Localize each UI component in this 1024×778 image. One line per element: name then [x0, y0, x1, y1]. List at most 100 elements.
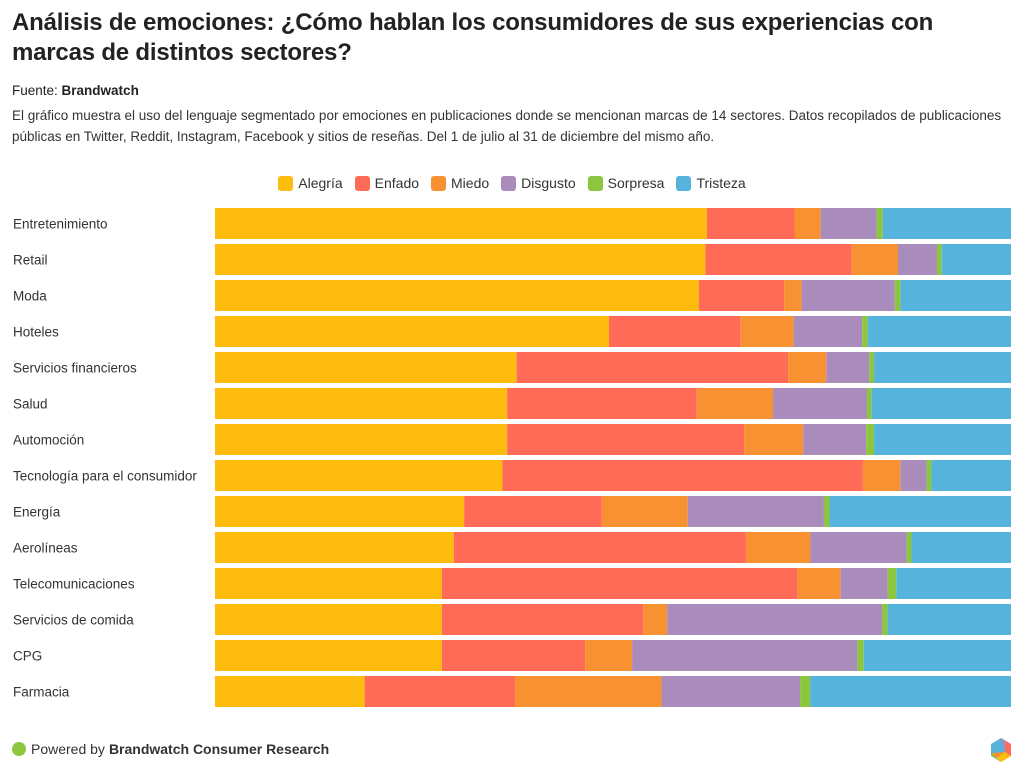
bar-segment-alegría[interactable]: Aerolíneas — Alegría: 30%	[215, 532, 454, 563]
bar-segment-alegría[interactable]: Servicios de comida — Alegría: 28.5%	[215, 604, 442, 635]
bar-segment-sorpresa[interactable]: CPG — Sorpresa: 0.8%	[857, 640, 864, 671]
bar-segment-alegría[interactable]: Farmacia — Alegría: 18.8%	[215, 676, 365, 707]
bar-segment-disgusto[interactable]: Entretenimiento — Disgusto: 7%	[820, 208, 877, 239]
bar-segment-miedo[interactable]: Entretenimiento — Miedo: 3.3%	[794, 208, 821, 239]
bar-segment-tristeza[interactable]: Energía — Tristeza: 22.8%	[829, 496, 1011, 527]
bar-segment-tristeza[interactable]: Servicios de comida — Tristeza: 15.5%	[887, 604, 1011, 635]
bar-segment-enfado[interactable]: Energía — Enfado: 17.3%	[464, 496, 602, 527]
bar-segment-disgusto[interactable]: Energía — Disgusto: 17.1%	[687, 496, 824, 527]
bar-segment-tristeza[interactable]: CPG — Tristeza: 18.5%	[863, 640, 1011, 671]
bar-segment-enfado[interactable]: Telecomunicaciones — Enfado: 44.7%	[441, 568, 798, 599]
bar-row: Entretenimiento Entretenimiento — Alegría…	[13, 208, 1011, 239]
bar-segment-tristeza[interactable]: Telecomunicaciones — Tristeza: 14.4%	[896, 568, 1011, 599]
bar-segment-miedo[interactable]: Energía — Miedo: 10.8%	[601, 496, 688, 527]
category-label: Servicios de comida	[13, 613, 134, 628]
bar-segment-tristeza[interactable]: Salud — Tristeza: 17.5%	[871, 388, 1011, 419]
bar-segment-tristeza[interactable]: Aerolíneas — Tristeza: 12.5%	[911, 532, 1012, 563]
bar-segment-enfado[interactable]: Servicios de comida — Enfado: 25.3%	[441, 604, 644, 635]
bar-segment-sorpresa[interactable]: Automoción — Sorpresa: 1%	[866, 424, 875, 455]
bar-segment-disgusto[interactable]: Servicios financieros — Disgusto: 5.4%	[826, 352, 870, 383]
bar-segment-tristeza[interactable]: Servicios financieros — Tristeza: 17.2%	[874, 352, 1011, 383]
bar-segment-miedo[interactable]: Servicios financieros — Miedo: 4.8%	[788, 352, 827, 383]
bar-segment-sorpresa[interactable]: Servicios de comida — Sorpresa: 0.7%	[882, 604, 888, 635]
bar-segment-miedo[interactable]: CPG — Miedo: 5.9%	[585, 640, 633, 671]
bar-segment-disgusto[interactable]: Moda — Disgusto: 11.7%	[801, 280, 895, 311]
bar-segment-tristeza[interactable]: Retail — Tristeza: 8.7%	[941, 244, 1011, 275]
bar-segment-enfado[interactable]: Aerolíneas — Enfado: 36.7%	[453, 532, 746, 563]
category-label: Retail	[13, 253, 48, 268]
bar-segment-tristeza[interactable]: Moda — Tristeza: 13.9%	[900, 280, 1011, 311]
bar-segment-miedo[interactable]: Telecomunicaciones — Miedo: 5.4%	[797, 568, 841, 599]
bar-segment-sorpresa[interactable]: Telecomunicaciones — Sorpresa: 1.1%	[887, 568, 897, 599]
bar-segment-sorpresa[interactable]: Energía — Sorpresa: 0.7%	[823, 496, 830, 527]
bar-segment-disgusto[interactable]: CPG — Disgusto: 28.3%	[632, 640, 858, 671]
bar-segment-miedo[interactable]: Farmacia — Miedo: 18.4%	[515, 676, 662, 707]
bar-segment-enfado[interactable]: Salud — Enfado: 23.8%	[507, 388, 697, 419]
bar-segment-miedo[interactable]: Servicios de comida — Miedo: 3%	[643, 604, 668, 635]
bar-segment-alegría[interactable]: Automoción — Alegría: 36.7%	[215, 424, 508, 455]
bar-segment-tristeza[interactable]: Farmacia — Tristeza: 25.2%	[810, 676, 1011, 707]
bar-segment-enfado[interactable]: Entretenimiento — Enfado: 11%	[706, 208, 795, 239]
bar-segment-miedo[interactable]: Tecnología para el consumidor — Miedo: 4…	[862, 460, 901, 491]
bar-row: Servicios financieros Servicios financier…	[13, 352, 1011, 383]
bar-segment-enfado[interactable]: CPG — Enfado: 18%	[441, 640, 586, 671]
bar-segment-disgusto[interactable]: Aerolíneas — Disgusto: 12.1%	[810, 532, 907, 563]
bar-segment-alegría[interactable]: Tecnología para el consumidor — Alegría:…	[215, 460, 503, 491]
bar-segment-sorpresa[interactable]: Salud — Sorpresa: 0.6%	[866, 388, 872, 419]
bar-segment-enfado[interactable]: Farmacia — Enfado: 18.9%	[364, 676, 516, 707]
bar-segment-miedo[interactable]: Aerolíneas — Miedo: 8.1%	[745, 532, 811, 563]
bar-segment-miedo[interactable]: Automoción — Miedo: 7.4%	[744, 424, 804, 455]
bar-segment-enfado[interactable]: Hoteles — Enfado: 16.5%	[609, 316, 741, 347]
legend-item-disgusto[interactable]: Disgusto	[501, 175, 576, 191]
bar-segment-alegría[interactable]: Moda — Alegría: 60.8%	[215, 280, 699, 311]
bar-segment-alegría[interactable]: Telecomunicaciones — Alegría: 28.5%	[215, 568, 442, 599]
bar-segment-enfado[interactable]: Automoción — Enfado: 29.8%	[507, 424, 745, 455]
bar-segment-sorpresa[interactable]: Hoteles — Sorpresa: 0.7%	[862, 316, 868, 347]
bar-segment-enfado[interactable]: Tecnología para el consumidor — Enfado: …	[502, 460, 863, 491]
bar-segment-disgusto[interactable]: Tecnología para el consumidor — Disgusto…	[900, 460, 927, 491]
bar-segment-tristeza[interactable]: Automoción — Tristeza: 17.2%	[874, 424, 1011, 455]
category-label: Farmacia	[13, 685, 70, 700]
bar-segment-disgusto[interactable]: Hoteles — Disgusto: 8.6%	[793, 316, 863, 347]
bar-segment-miedo[interactable]: Moda — Miedo: 2.2%	[784, 280, 802, 311]
legend-item-tristeza[interactable]: Tristeza	[676, 175, 746, 191]
bar-segment-sorpresa[interactable]: Servicios financieros — Sorpresa: 0.6%	[869, 352, 875, 383]
bar-segment-disgusto[interactable]: Telecomunicaciones — Disgusto: 5.9%	[840, 568, 888, 599]
bar-segment-enfado[interactable]: Servicios financieros — Enfado: 34.1%	[516, 352, 789, 383]
bar-segment-tristeza[interactable]: Hoteles — Tristeza: 18%	[867, 316, 1011, 347]
bar-segment-alegría[interactable]: Salud — Alegría: 36.7%	[215, 388, 508, 419]
bar-segment-sorpresa[interactable]: Aerolíneas — Sorpresa: 0.6%	[906, 532, 912, 563]
bar-segment-sorpresa[interactable]: Retail — Sorpresa: 0.6%	[936, 244, 942, 275]
bar-segment-alegría[interactable]: Hoteles — Alegría: 49.5%	[215, 316, 610, 347]
legend-item-alegría[interactable]: Alegría	[278, 175, 343, 191]
bar-segment-alegría[interactable]: Entretenimiento — Alegría: 61.8%	[215, 208, 707, 239]
bar-segment-enfado[interactable]: Retail — Enfado: 18.4%	[705, 244, 852, 275]
legend-item-miedo[interactable]: Miedo	[431, 175, 489, 191]
bar-segment-disgusto[interactable]: Automoción — Disgusto: 7.9%	[803, 424, 867, 455]
bar-segment-sorpresa[interactable]: Entretenimiento — Sorpresa: 0.8%	[876, 208, 883, 239]
powered-by-label: Powered by	[31, 741, 105, 757]
bar-segment-enfado[interactable]: Moda — Enfado: 10.7%	[698, 280, 785, 311]
bar-segment-tristeza[interactable]: Entretenimiento — Tristeza: 16.1%	[882, 208, 1011, 239]
legend-item-enfado[interactable]: Enfado	[354, 175, 419, 191]
bar-segment-alegría[interactable]: Energía — Alegría: 31.3%	[215, 496, 465, 527]
bar-segment-miedo[interactable]: Retail — Miedo: 5.8%	[851, 244, 898, 275]
bar-segment-tristeza[interactable]: Tecnología para el consumidor — Tristeza…	[931, 460, 1011, 491]
bar-segment-miedo[interactable]: Salud — Miedo: 9.6%	[696, 388, 773, 419]
category-label: Entretenimiento	[13, 217, 108, 232]
bar-segment-sorpresa[interactable]: Moda — Sorpresa: 0.7%	[894, 280, 901, 311]
bar-segment-sorpresa[interactable]: Tecnología para el consumidor — Sorpresa…	[926, 460, 932, 491]
bar-segment-alegría[interactable]: Servicios financieros — Alegría: 37.9%	[215, 352, 517, 383]
bar-segment-disgusto[interactable]: Servicios de comida — Disgusto: 27%	[667, 604, 883, 635]
legend-label: Alegría	[298, 175, 343, 191]
bar-segment-sorpresa[interactable]: Farmacia — Sorpresa: 1.3%	[800, 676, 811, 707]
bar-segment-alegría[interactable]: CPG — Alegría: 28.5%	[215, 640, 442, 671]
legend-item-sorpresa[interactable]: Sorpresa	[587, 175, 664, 191]
brand-dot-icon	[12, 742, 26, 756]
bar-segment-alegría[interactable]: Retail — Alegría: 61.6%	[215, 244, 706, 275]
bar-segment-disgusto[interactable]: Retail — Disgusto: 4.9%	[897, 244, 937, 275]
legend-label: Tristeza	[696, 175, 746, 191]
bar-segment-miedo[interactable]: Hoteles — Miedo: 6.7%	[740, 316, 794, 347]
bar-segment-disgusto[interactable]: Farmacia — Disgusto: 17.4%	[661, 676, 801, 707]
bar-segment-disgusto[interactable]: Salud — Disgusto: 11.8%	[773, 388, 867, 419]
